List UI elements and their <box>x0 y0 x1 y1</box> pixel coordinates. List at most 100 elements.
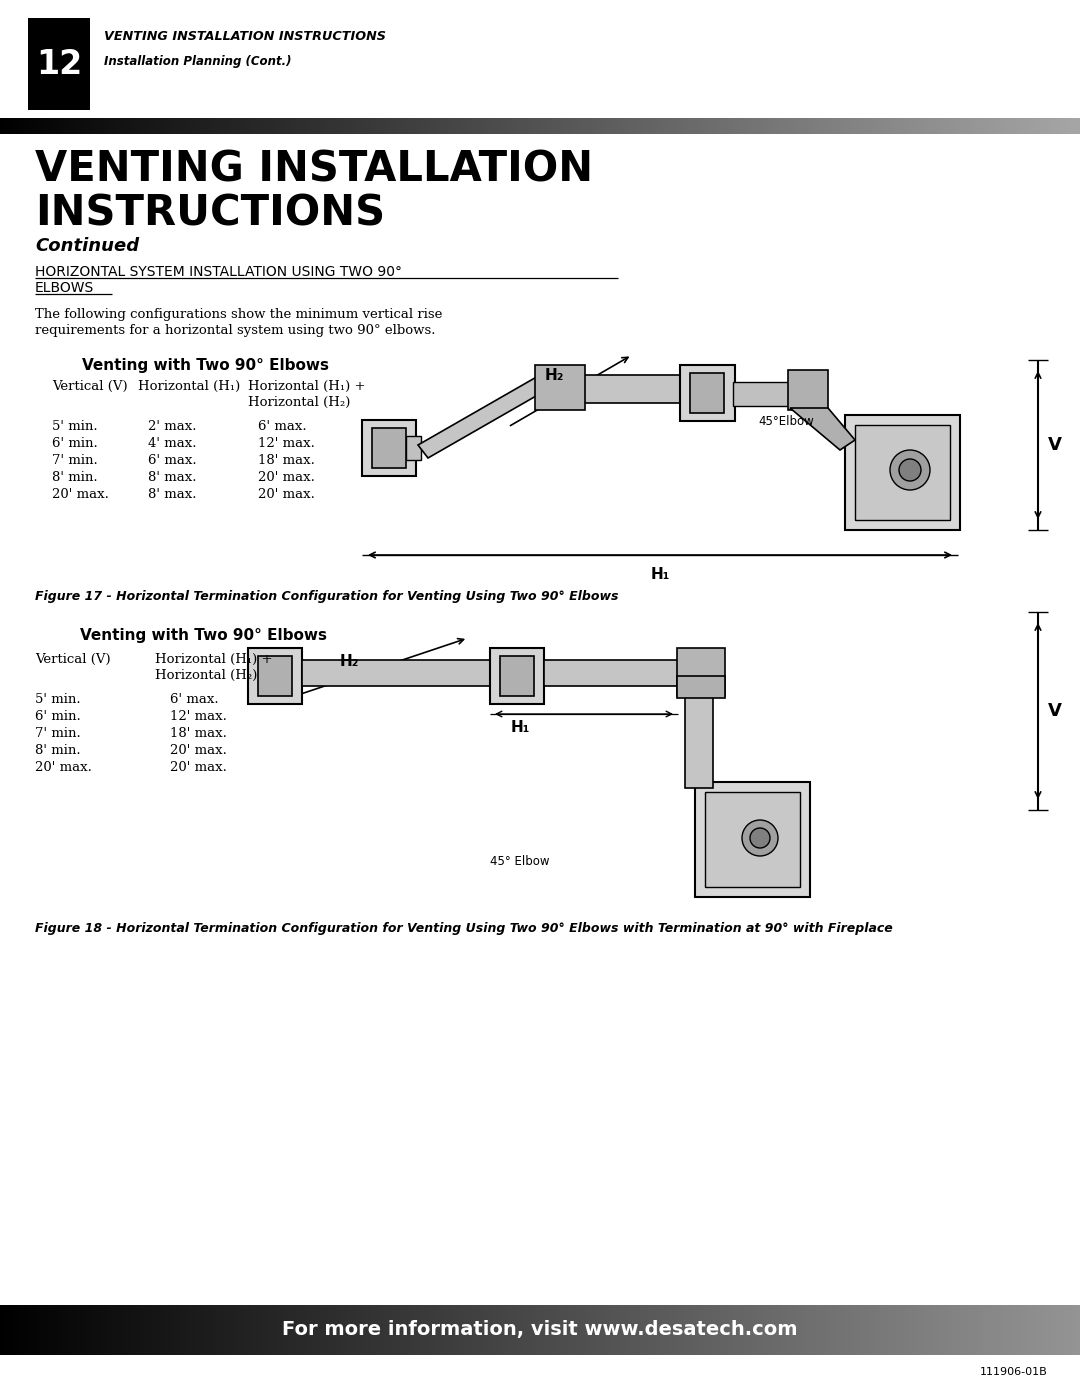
Bar <box>1021 1305 1024 1355</box>
Bar <box>133 1305 135 1355</box>
Bar <box>254 117 257 134</box>
Bar <box>397 1305 400 1355</box>
Bar <box>544 659 679 686</box>
Bar <box>767 117 770 134</box>
Bar <box>235 1305 238 1355</box>
Bar <box>16 117 19 134</box>
Bar <box>322 117 324 134</box>
Bar <box>923 1305 927 1355</box>
Bar <box>538 117 540 134</box>
Bar <box>106 1305 108 1355</box>
Bar <box>359 1305 362 1355</box>
Bar <box>650 117 653 134</box>
Bar <box>718 117 721 134</box>
Bar <box>464 1305 468 1355</box>
Bar <box>756 1305 759 1355</box>
Bar <box>451 1305 454 1355</box>
Bar <box>1008 117 1010 134</box>
Bar <box>994 117 997 134</box>
Bar <box>424 1305 427 1355</box>
Text: V: V <box>1048 703 1062 719</box>
Bar <box>52 1305 54 1355</box>
Bar <box>365 117 367 134</box>
Bar <box>702 1305 705 1355</box>
Bar <box>619 117 621 134</box>
Bar <box>1039 117 1042 134</box>
Bar <box>635 117 637 134</box>
Bar <box>1058 1305 1062 1355</box>
Bar <box>759 117 761 134</box>
Text: 4' max.: 4' max. <box>148 437 197 450</box>
Bar <box>950 117 954 134</box>
Bar <box>124 1305 127 1355</box>
Text: Continued: Continued <box>35 237 139 256</box>
Bar <box>932 1305 934 1355</box>
Bar <box>490 648 544 704</box>
Bar <box>441 117 443 134</box>
Bar <box>1062 1305 1064 1355</box>
Bar <box>410 117 414 134</box>
Bar <box>427 1305 430 1355</box>
Bar <box>869 1305 873 1355</box>
Bar <box>862 117 864 134</box>
Bar <box>346 1305 349 1355</box>
Bar <box>891 117 894 134</box>
Bar <box>518 1305 522 1355</box>
Bar <box>851 117 853 134</box>
Bar <box>146 117 149 134</box>
Bar <box>829 117 832 134</box>
Bar <box>427 117 430 134</box>
Bar <box>346 117 349 134</box>
Bar <box>572 117 576 134</box>
Polygon shape <box>789 408 855 450</box>
Bar <box>1035 1305 1037 1355</box>
Bar <box>319 1305 322 1355</box>
Bar <box>824 117 826 134</box>
Bar <box>751 1305 754 1355</box>
Bar <box>988 1305 991 1355</box>
Bar <box>529 117 532 134</box>
Bar <box>13 1305 16 1355</box>
Bar <box>684 1305 686 1355</box>
Bar <box>1026 117 1029 134</box>
Bar <box>626 1305 630 1355</box>
Bar <box>454 117 457 134</box>
Bar <box>657 117 659 134</box>
Bar <box>977 117 981 134</box>
Bar <box>729 117 732 134</box>
Bar <box>340 1305 343 1355</box>
Text: 45° Elbow: 45° Elbow <box>490 855 550 868</box>
Bar <box>810 117 813 134</box>
Bar <box>119 1305 122 1355</box>
Bar <box>581 1305 583 1355</box>
Bar <box>127 117 130 134</box>
Bar <box>327 117 329 134</box>
Bar <box>27 1305 30 1355</box>
Text: VENTING INSTALLATION: VENTING INSTALLATION <box>35 148 593 190</box>
Bar <box>929 1305 932 1355</box>
Bar <box>205 1305 208 1355</box>
Bar <box>713 1305 716 1355</box>
Bar <box>567 117 570 134</box>
Bar <box>335 117 338 134</box>
Bar <box>805 117 808 134</box>
Bar <box>934 117 937 134</box>
Bar <box>988 117 991 134</box>
Bar <box>934 1305 937 1355</box>
Bar <box>826 117 829 134</box>
Bar <box>402 117 405 134</box>
Bar <box>389 1305 392 1355</box>
Bar <box>354 1305 356 1355</box>
Bar <box>635 1305 637 1355</box>
Bar <box>495 117 497 134</box>
Bar <box>724 117 727 134</box>
Text: 20' max.: 20' max. <box>258 488 315 502</box>
Bar <box>661 1305 664 1355</box>
Bar <box>373 1305 376 1355</box>
Bar <box>967 1305 970 1355</box>
Bar <box>65 1305 68 1355</box>
Bar <box>127 1305 130 1355</box>
Bar <box>889 117 891 134</box>
Bar <box>283 1305 286 1355</box>
Bar <box>218 117 221 134</box>
